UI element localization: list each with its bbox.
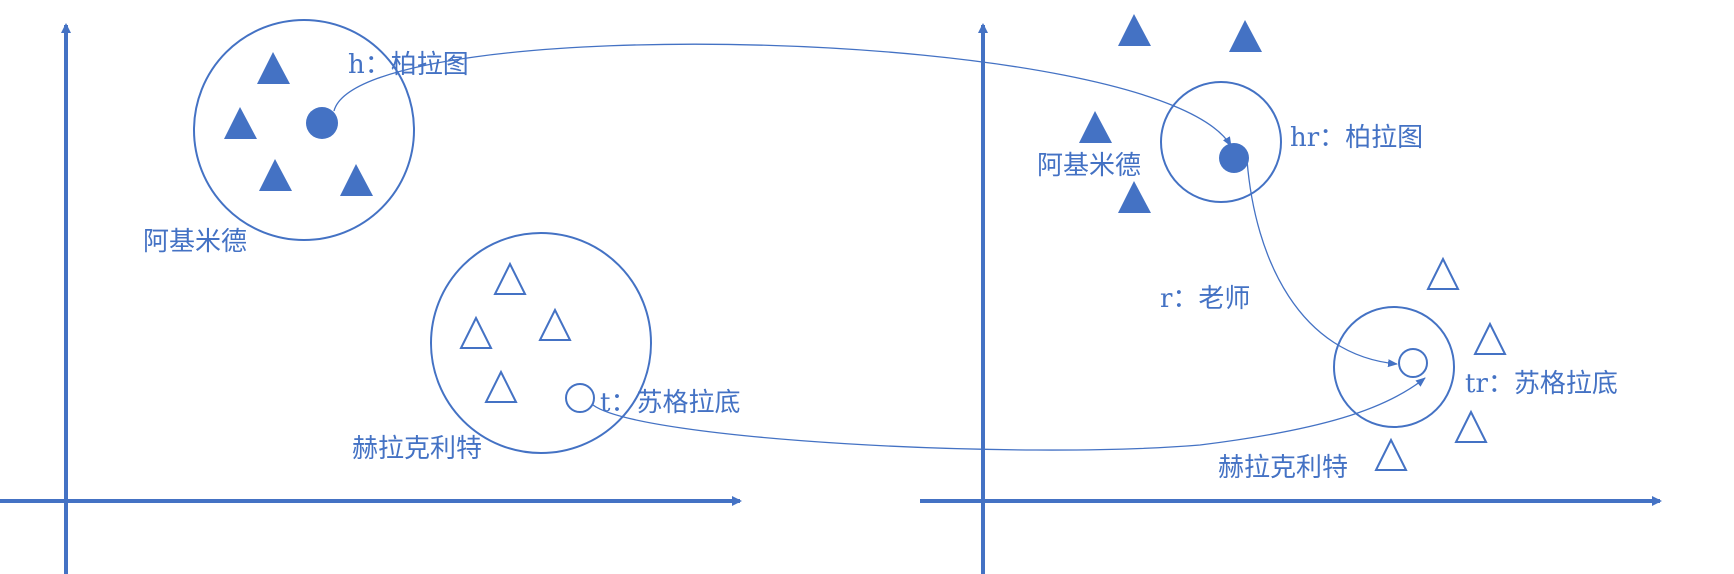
entity-h-filled-dot [306, 107, 338, 139]
filled-triangle-icon [1118, 14, 1151, 46]
left-cluster-b-circle [430, 232, 652, 454]
relation-label: r：老师 [1160, 284, 1250, 314]
connector-t-to-tr [592, 377, 1426, 451]
hollow-triangle-icon [538, 307, 572, 341]
left-axes [0, 23, 742, 574]
right-axes [920, 23, 1662, 574]
filled-triangle-icon [340, 164, 373, 196]
hollow-triangle-icon [493, 261, 527, 295]
hollow-triangle-icon [1454, 409, 1488, 443]
left-panel: h：柏拉图 阿基米德 t：苏格拉底 赫拉克利特 [0, 19, 742, 574]
left-cluster-a-circle [193, 19, 415, 241]
hollow-triangle-icon [1374, 437, 1408, 471]
right-group-a-label: 阿基米德 [1037, 151, 1141, 181]
hollow-triangle-icon [459, 315, 493, 349]
left-cluster-a [193, 19, 415, 241]
tr-label: tr：苏格拉底 [1465, 369, 1618, 399]
hr-label: hr：柏拉图 [1290, 123, 1423, 153]
entity-t-hollow-dot [565, 383, 595, 413]
h-label: h：柏拉图 [348, 50, 469, 80]
left-group-a-label: 阿基米德 [143, 227, 247, 257]
filled-triangle-icon [1229, 20, 1262, 52]
hollow-triangle-icon [484, 369, 518, 403]
connectors [333, 43, 1426, 451]
entity-hr-filled-dot [1219, 143, 1249, 173]
hr-circle [1160, 81, 1282, 203]
connector-h-to-hr [333, 43, 1232, 147]
tr-circle [1333, 306, 1455, 428]
connector-hr-to-tr [1246, 159, 1398, 368]
filled-triangle-icon [1079, 111, 1112, 143]
filled-triangle-icon [224, 107, 257, 139]
left-cluster-b [430, 232, 652, 454]
hollow-triangle-icon [1473, 321, 1507, 355]
hollow-triangle-icon [1426, 256, 1460, 290]
filled-triangle-icon [257, 52, 290, 84]
right-panel: 阿基米德 hr：柏拉图 r：老师 tr：苏格拉底 赫拉克利特 [920, 14, 1662, 574]
filled-triangle-icon [259, 159, 292, 191]
left-group-b-label: 赫拉克利特 [352, 434, 482, 464]
right-group-b-label: 赫拉克利特 [1218, 453, 1348, 483]
t-label: t：苏格拉底 [600, 388, 740, 418]
entity-tr-hollow-dot [1398, 348, 1428, 378]
filled-triangle-icon [1118, 181, 1151, 213]
